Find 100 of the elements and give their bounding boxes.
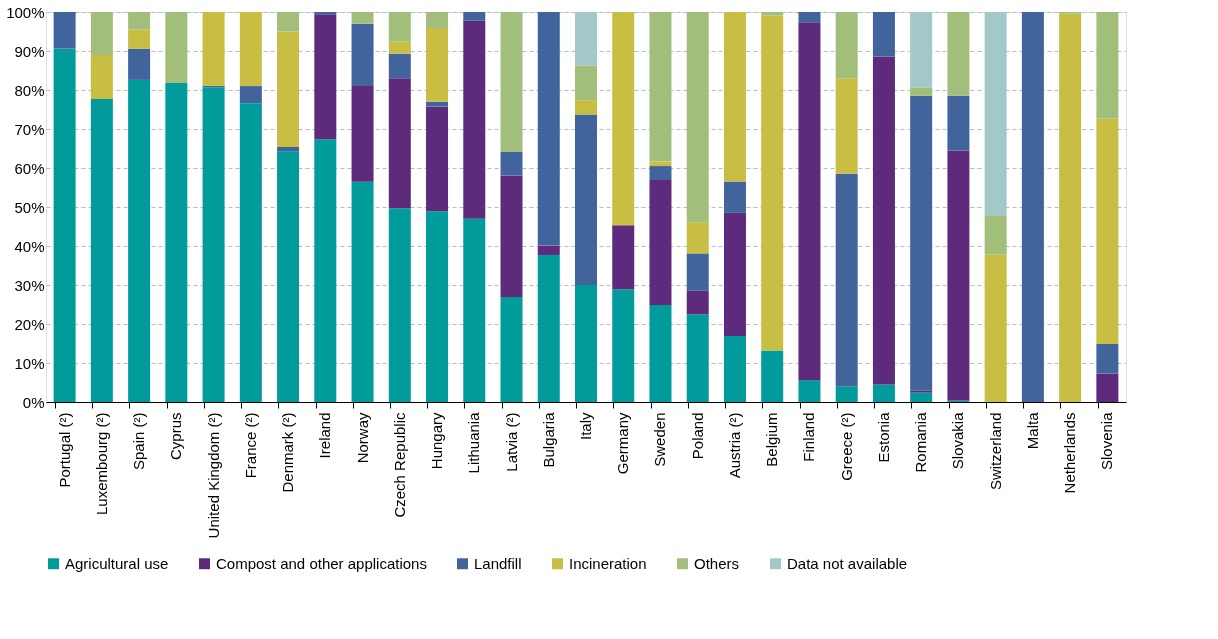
bar: [835, 173, 858, 387]
bar: [463, 20, 486, 219]
bar: [612, 289, 635, 402]
legend-label: Incineration: [569, 554, 647, 572]
bar: [463, 12, 486, 21]
x-tick-label: Lithuania: [465, 411, 483, 474]
bar: [500, 175, 523, 298]
bar: [500, 12, 523, 153]
bar: [686, 222, 709, 254]
bar: [761, 15, 784, 351]
x-tick-label: United Kingdom (²): [204, 412, 222, 539]
bar: [1096, 118, 1119, 344]
bar: [500, 297, 523, 402]
legend-label: Agricultural use: [65, 554, 169, 572]
bar: [910, 95, 933, 391]
x-tick-label: Cyprus: [167, 412, 185, 461]
bar: [90, 54, 113, 99]
bar: [575, 12, 597, 66]
x-tick-label: Malta: [1023, 411, 1041, 450]
bar: [500, 152, 523, 176]
bar: [277, 31, 300, 147]
legend-label: Compost and other applications: [216, 554, 427, 572]
x-tick-label: Portugal (²): [55, 412, 73, 488]
y-tick-label: 0%: [22, 393, 45, 411]
y-tick-label: 70%: [14, 120, 45, 138]
bar: [53, 48, 76, 402]
legend-label: Data not available: [787, 554, 908, 572]
x-tick-label: Netherlands: [1061, 412, 1079, 494]
bar: [649, 166, 672, 181]
bar: [575, 285, 597, 402]
bar: [984, 12, 1007, 216]
bar: [612, 12, 635, 226]
x-tick-label: Poland: [688, 412, 706, 460]
bar: [872, 384, 895, 402]
x-tick-label: Italy: [577, 412, 594, 441]
bar: [128, 48, 151, 80]
y-tick-label: 90%: [14, 42, 45, 60]
bar: [723, 12, 746, 182]
bar: [351, 12, 374, 24]
bar: [686, 12, 709, 223]
bar: [686, 290, 709, 315]
x-tick-label: Hungary: [428, 412, 446, 470]
x-tick-label: Greece (²): [837, 412, 855, 481]
bar: [649, 12, 672, 162]
bar: [90, 12, 113, 55]
bar: [1021, 12, 1044, 402]
x-tick-label: Latvia (²): [502, 412, 520, 472]
bar: [277, 146, 300, 152]
bar: [984, 254, 1007, 402]
y-tick-label: 60%: [14, 159, 45, 177]
bar: [723, 181, 746, 213]
legend-label: Landfill: [474, 554, 522, 572]
bar: [798, 12, 821, 23]
bar: [649, 161, 672, 167]
bar: [686, 314, 709, 402]
bar: [723, 212, 746, 337]
bar: [1059, 13, 1082, 402]
bar: [723, 336, 746, 402]
bar: [537, 245, 560, 255]
bar: [910, 87, 933, 96]
x-tick-label: Belgium: [763, 412, 781, 467]
bar: [835, 386, 858, 402]
bar: [1096, 12, 1119, 119]
bar: [426, 211, 449, 402]
y-tick-label: 50%: [14, 198, 45, 216]
x-tick-label: Ireland: [316, 412, 334, 459]
bar: [53, 12, 76, 49]
x-tick-label: Switzerland: [986, 412, 1004, 491]
bar: [388, 12, 411, 42]
bar: [128, 79, 151, 402]
bar: [910, 12, 933, 88]
x-tick-label: Sweden: [651, 412, 669, 467]
bar: [910, 392, 933, 402]
bar: [388, 53, 411, 79]
bar: [314, 14, 337, 140]
bar: [947, 95, 970, 151]
bar: [761, 12, 784, 16]
x-tick-label: Luxembourg (²): [92, 412, 110, 516]
bar: [90, 98, 113, 402]
x-tick-label: France (²): [241, 412, 259, 479]
bar: [649, 304, 672, 402]
x-tick-label: Finland: [800, 412, 818, 462]
bar: [1096, 373, 1119, 402]
bar: [798, 22, 821, 381]
bar: [165, 12, 188, 83]
bar: [351, 181, 374, 402]
bar: [277, 151, 300, 402]
bar: [984, 215, 1007, 255]
bar: [686, 253, 709, 291]
bar: [761, 350, 784, 402]
y-tick-label: 10%: [14, 354, 45, 372]
x-tick-label: Norway: [353, 412, 371, 464]
bar: [202, 12, 225, 86]
y-tick-label: 100%: [6, 3, 45, 21]
x-tick-label: Austria (²): [725, 412, 743, 479]
bar: [872, 56, 895, 385]
bar: [835, 12, 858, 79]
bar: [1096, 343, 1119, 374]
bar: [351, 86, 374, 182]
bar: [575, 100, 597, 115]
